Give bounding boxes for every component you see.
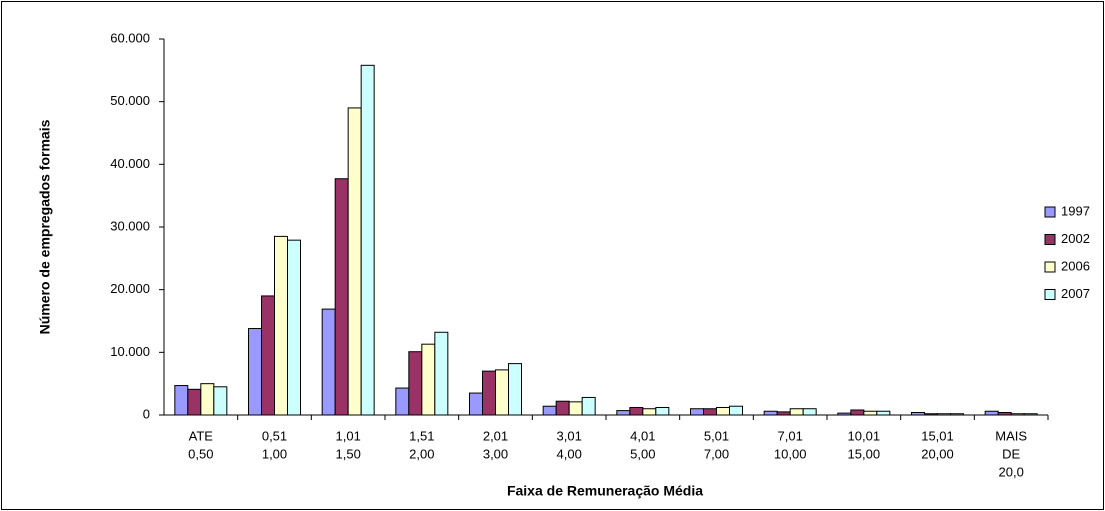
y-tick-label: 20.000 [110, 281, 150, 296]
x-tick-label: 4,00 [557, 446, 582, 461]
bar [434, 331, 449, 416]
bar [837, 412, 852, 416]
bar [542, 405, 557, 416]
bar [802, 408, 817, 416]
bar [642, 408, 657, 416]
y-tick-label: 10.000 [110, 344, 150, 359]
x-tick-label: DE [1002, 446, 1020, 461]
x-tick-label: 3,01 [557, 428, 582, 443]
x-tick-label: 15,00 [848, 446, 881, 461]
bar [508, 363, 522, 416]
bar [321, 308, 336, 416]
x-tick-label: 20,00 [921, 446, 954, 461]
x-tick-label: MAIS [995, 428, 1027, 443]
x-tick-label: 1,00 [262, 446, 287, 461]
x-tick-label: 0,50 [188, 446, 213, 461]
bar [360, 64, 375, 416]
x-tick-label: 2,01 [483, 428, 508, 443]
bar [395, 387, 410, 416]
bar [863, 410, 878, 416]
bar [911, 411, 925, 416]
legend-label: 2006 [1061, 258, 1090, 273]
x-tick-label: 20,0 [999, 464, 1024, 479]
bar [1023, 413, 1038, 416]
bar [997, 411, 1012, 416]
bar [261, 295, 275, 416]
bar [213, 386, 228, 416]
bar [274, 235, 288, 416]
legend-swatch [1044, 206, 1056, 218]
y-tick-label: 0 [143, 406, 150, 421]
legend-label: 2007 [1061, 286, 1090, 301]
x-tick-label: 1,51 [409, 428, 434, 443]
bar [616, 410, 631, 416]
bar [581, 396, 596, 416]
bar [655, 406, 670, 416]
legend-swatch [1044, 261, 1056, 273]
bar [495, 369, 509, 416]
bar [248, 328, 262, 416]
legend-swatch [1044, 234, 1056, 245]
bar [776, 411, 791, 416]
bar [937, 413, 951, 416]
y-tick-label: 30.000 [110, 218, 150, 233]
y-tick-label: 60.000 [110, 30, 150, 45]
legend-label: 1997 [1061, 203, 1090, 218]
x-axis-title: Faixa de Remuneração Média [507, 483, 703, 499]
x-tick-label: 0,51 [262, 428, 287, 443]
bar [347, 107, 362, 416]
y-tick-label: 50.000 [110, 93, 150, 108]
bar [1010, 413, 1025, 416]
bar [924, 413, 938, 416]
x-tick-label: 7,01 [778, 428, 803, 443]
y-axis-title: Número de empregados formais [37, 119, 53, 334]
x-tick-label: 5,00 [630, 446, 655, 461]
x-tick-label: 2,00 [409, 446, 434, 461]
bar [703, 408, 717, 416]
x-tick-label: 7,00 [704, 446, 729, 461]
bar [469, 392, 483, 416]
bar [555, 400, 570, 416]
bar [334, 178, 349, 416]
y-tick-label: 40.000 [110, 156, 150, 171]
bar [876, 410, 891, 416]
x-tick-label: 3,00 [483, 446, 508, 461]
bar [950, 413, 964, 416]
bar [482, 370, 496, 416]
x-tick-label: 4,01 [630, 428, 655, 443]
x-tick-label: 5,01 [704, 428, 729, 443]
x-tick-label: 10,01 [848, 428, 881, 443]
bar [287, 239, 301, 416]
bar [984, 410, 999, 416]
bar [789, 408, 804, 416]
bar [690, 408, 704, 416]
legend-label: 2002 [1061, 231, 1090, 246]
x-tick-label: ATE [189, 428, 214, 443]
x-tick-label: 1,01 [336, 428, 361, 443]
bar [200, 383, 215, 416]
x-tick-label: 10,00 [774, 446, 807, 461]
bar [763, 410, 778, 416]
bar [716, 406, 730, 416]
bar [850, 409, 865, 416]
x-tick-label: 1,50 [336, 446, 361, 461]
x-tick-label: 15,01 [921, 428, 954, 443]
bar [174, 385, 189, 416]
bar [421, 343, 436, 416]
bar [729, 405, 743, 416]
bar [629, 406, 644, 416]
bar [187, 388, 202, 416]
legend-swatch [1044, 289, 1056, 300]
bar [408, 351, 423, 416]
bar [568, 401, 583, 416]
